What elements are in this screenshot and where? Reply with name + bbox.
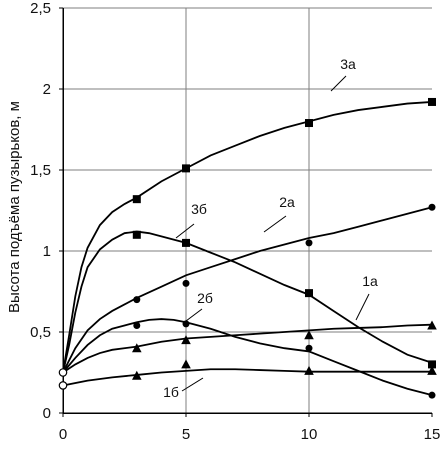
- series-line-3б: [62, 230, 433, 373]
- data-point-1б-3: [304, 365, 314, 375]
- curve-label-2б: 2б: [197, 290, 213, 306]
- data-point-3а-1: [132, 195, 141, 204]
- data-point-2а-2: [182, 279, 190, 287]
- leader-line-2а: [263, 215, 287, 233]
- curve-label-3б: 3б: [191, 201, 207, 217]
- series-line-2б: [62, 318, 433, 397]
- data-point-3б-4: [428, 360, 436, 369]
- data-point-2а-1: [133, 296, 141, 304]
- data-point-1б-2: [181, 359, 191, 369]
- data-point-3а-4: [428, 97, 436, 106]
- data-point-1а-4: [427, 320, 437, 330]
- x-tick-label-15: 15: [424, 426, 441, 443]
- y-tick-label-1-5: 1,5: [30, 162, 51, 179]
- leader-line-1б: [181, 377, 204, 392]
- data-point-3б-3: [305, 289, 313, 298]
- y-tick-label-1: 1: [43, 243, 51, 260]
- start-point-0: [58, 368, 68, 377]
- data-point-3а-2: [182, 164, 190, 173]
- leader-line-3а: [330, 75, 347, 92]
- y-tick-label-0: 0: [43, 405, 51, 422]
- grid-layer: [63, 7, 432, 413]
- data-point-1а-2: [181, 335, 191, 345]
- series-layer: [58, 97, 437, 399]
- y-tick-label-2-5: 2,5: [30, 0, 51, 17]
- data-point-3б-1: [132, 230, 141, 239]
- x-tick-label-5: 5: [182, 426, 190, 443]
- data-point-1а-1: [132, 343, 142, 353]
- data-point-1б-4: [427, 365, 437, 375]
- start-point-1: [58, 381, 68, 390]
- x-tick-label-10: 10: [301, 426, 318, 443]
- data-point-3б-2: [182, 238, 190, 247]
- curve-label-2а: 2а: [279, 194, 295, 210]
- y-tick-label-0-5: 0,5: [30, 324, 51, 341]
- axes-layer: [62, 8, 432, 414]
- curve-label-1б: 1б: [163, 384, 179, 400]
- data-point-2б-4: [428, 391, 436, 399]
- x-tick-label-0: 0: [59, 426, 67, 443]
- series-line-2а: [62, 206, 433, 373]
- data-point-2а-4: [428, 203, 436, 211]
- labels-layer: 3а 3б 2а 2б 1а 1б: [163, 56, 378, 400]
- data-point-2б-2: [182, 320, 190, 328]
- series-line-1а: [62, 323, 433, 374]
- data-point-1а-3: [304, 330, 314, 340]
- curve-label-1а: 1а: [362, 273, 378, 289]
- curve-label-3а: 3а: [340, 56, 356, 72]
- data-point-3а-3: [305, 119, 313, 128]
- ticks-layer: 0 5 10 15 0 0,5 1 1,5 2 2,5: [30, 0, 440, 443]
- data-point-2а-3: [305, 239, 313, 247]
- y-axis-title: Высота подъёма пузырьков, м: [6, 101, 23, 313]
- series-line-1б: [62, 368, 432, 387]
- leader-line-3б: [175, 223, 195, 239]
- leader-line-1а: [355, 293, 370, 321]
- data-point-2б-3: [305, 344, 313, 352]
- y-tick-label-2: 2: [43, 81, 51, 98]
- leader-line-2б: [185, 308, 203, 322]
- data-point-2б-1: [133, 322, 141, 330]
- data-point-1б-1: [132, 370, 142, 380]
